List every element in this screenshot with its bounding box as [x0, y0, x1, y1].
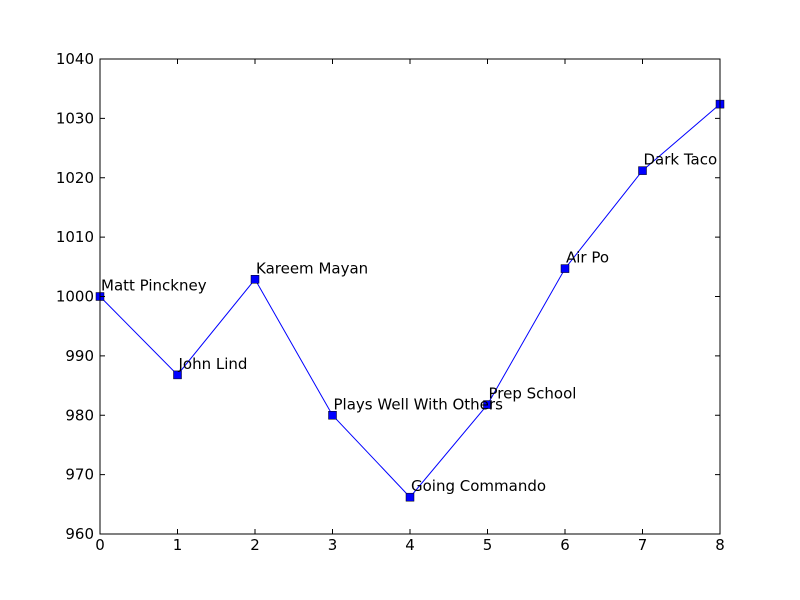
y-tick-label: 980	[65, 406, 94, 424]
plot-area: Matt Pinckney John Lind Kareem Mayan Plays …	[56, 50, 725, 554]
data-point	[250, 275, 260, 284]
point-label: Plays Well With Others	[334, 395, 504, 413]
x-tick-label: 1	[173, 536, 183, 554]
y-tick-label: 1010	[56, 228, 94, 246]
data-point	[328, 411, 337, 420]
y-tick-label: 1040	[56, 50, 94, 68]
point-label: Dark Taco	[644, 151, 718, 169]
x-tick-label: 6	[560, 536, 570, 554]
data-point	[560, 264, 570, 273]
x-tick-label: 2	[250, 536, 260, 554]
point-label: Prep School	[489, 385, 577, 403]
y-tick-label: 1030	[56, 109, 94, 127]
data-point	[638, 166, 647, 175]
y-tick-label: 1000	[56, 288, 94, 306]
y-tick-label: 1020	[56, 169, 94, 187]
y-tick-label: 970	[65, 466, 94, 484]
point-label: Matt Pinckney	[101, 277, 207, 295]
x-tick-label: 4	[405, 536, 415, 554]
point-label: Going Commando	[411, 477, 546, 495]
x-tick-label: 3	[328, 536, 338, 554]
series-line	[99, 103, 721, 498]
data-point	[483, 400, 492, 409]
data-point	[405, 492, 415, 502]
data-point	[173, 370, 182, 380]
point-label: John Lind	[178, 355, 248, 373]
point-label: Air Po	[566, 249, 609, 267]
x-tick-label: 8	[715, 536, 725, 554]
x-tick-label: 5	[483, 536, 493, 554]
y-tick-label: 990	[65, 347, 94, 365]
x-tick-label: 0	[95, 536, 105, 554]
y-tick-label: 960	[65, 525, 94, 543]
x-tick-label: 7	[638, 536, 648, 554]
axes-frame	[99, 58, 721, 535]
point-label: Kareem Mayan	[256, 259, 368, 277]
